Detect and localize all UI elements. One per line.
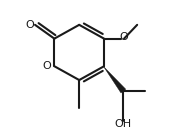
Text: O: O xyxy=(42,61,51,71)
Text: O: O xyxy=(120,32,128,42)
Text: OH: OH xyxy=(115,119,132,129)
Polygon shape xyxy=(104,67,126,93)
Text: O: O xyxy=(25,20,34,30)
